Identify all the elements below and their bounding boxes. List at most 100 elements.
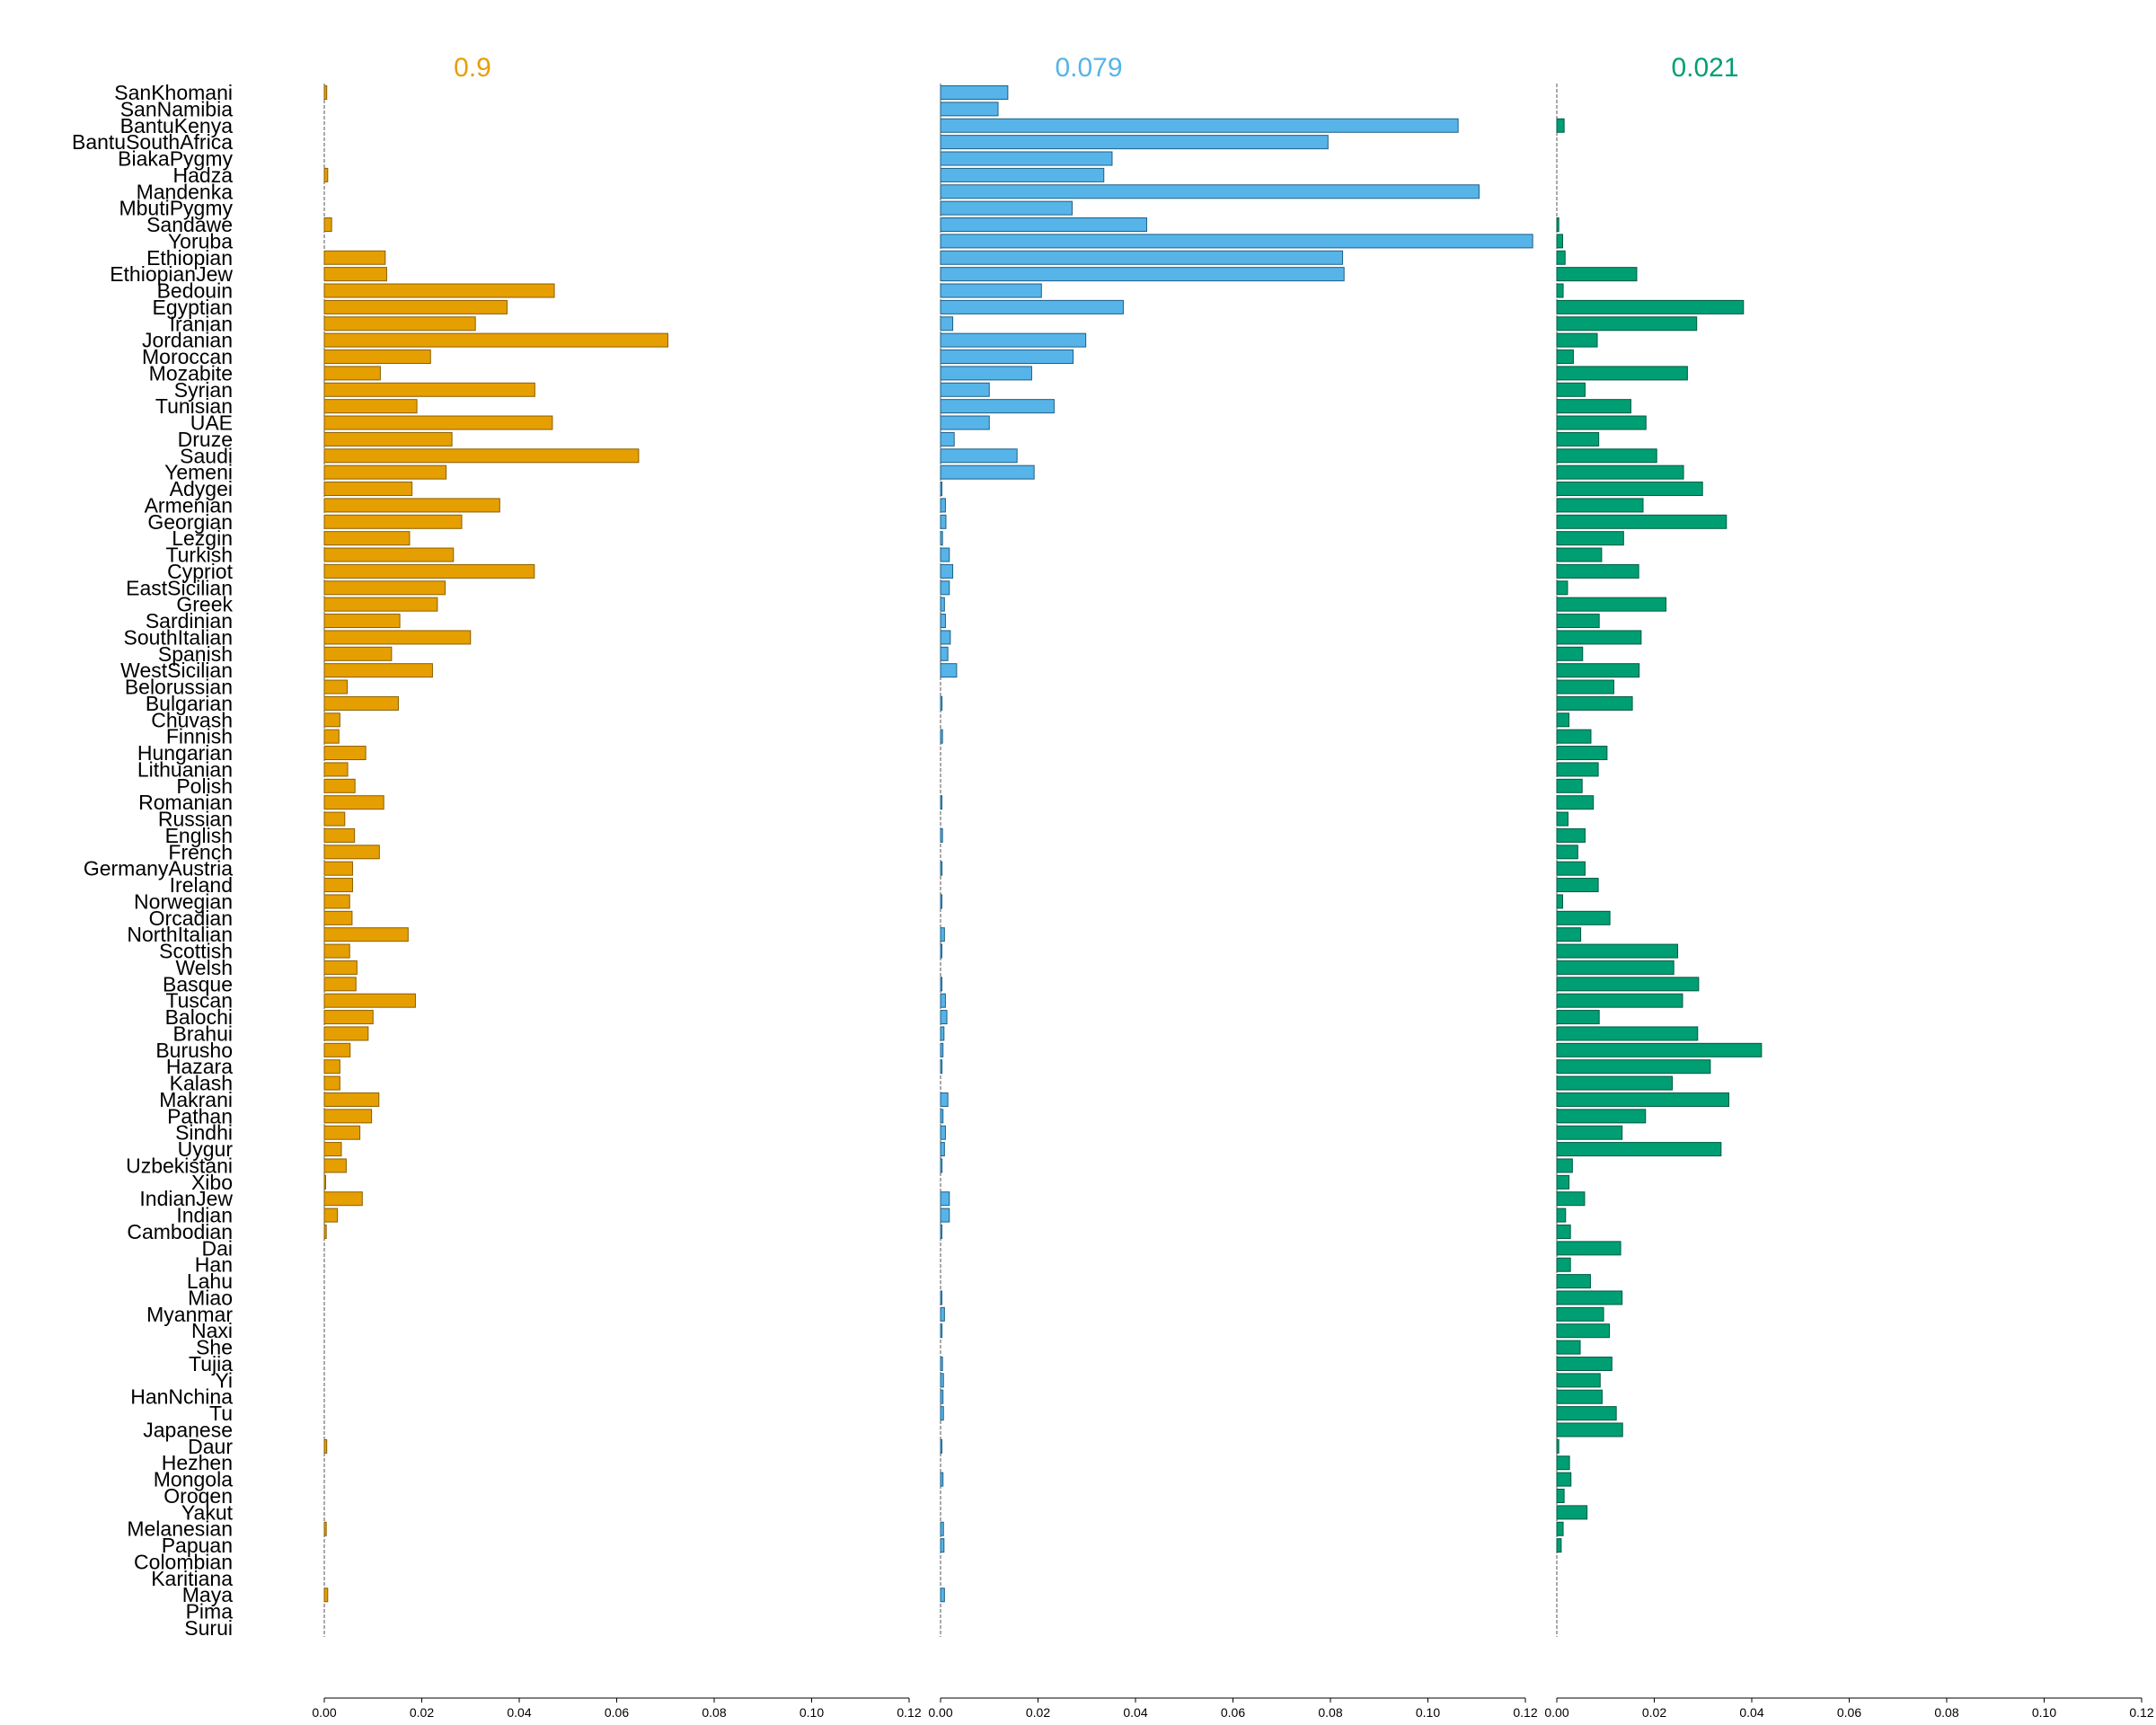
bar [1556,878,1599,893]
x-tick-label: 0.04 [1739,1705,1763,1720]
bar [1556,1257,1571,1272]
bar [940,1224,942,1239]
bar [323,415,553,430]
bar [1556,366,1688,381]
bar [1556,1042,1763,1057]
population-label: Syrian [174,378,233,402]
bar [1556,1290,1623,1305]
bar [1556,1208,1567,1223]
bar [940,464,1035,480]
population-label: BantuKenya [120,114,234,137]
population-label: Oroqen [163,1484,233,1508]
bar [323,316,476,332]
population-label: Hezhen [162,1451,233,1474]
population-label: Indian [176,1204,233,1227]
population-label: Miao [188,1286,233,1309]
bar [323,217,332,233]
bar [1556,695,1633,711]
population-label: Naxi [191,1319,233,1342]
x-tick-label: 0.12 [2129,1705,2153,1720]
population-label: Xibo [191,1171,233,1194]
bar [1556,1224,1571,1239]
bar [1556,646,1584,661]
population-label: IndianJew [139,1187,233,1210]
bar [323,614,401,629]
bar [940,646,949,661]
bar [1556,431,1600,447]
population-label: Ethiopian [146,246,233,270]
bar [323,1208,339,1223]
bar [940,217,1147,233]
bar [323,1158,347,1173]
bar [323,827,356,843]
population-label: Daur [188,1435,233,1458]
bar [1556,1125,1623,1140]
bar [1556,299,1745,314]
population-label: Tu [209,1402,233,1425]
bar [940,382,990,397]
bar [940,1356,943,1371]
bar [940,1125,946,1140]
population-label: Bulgarian [146,692,233,715]
bar [1556,1455,1570,1471]
bar [323,1588,329,1603]
bar [940,482,942,497]
bar [940,151,1113,166]
bar [323,977,357,992]
bar [323,993,416,1008]
population-label: Pima [186,1600,234,1623]
population-label: Dai [201,1236,233,1260]
bar [1556,415,1647,430]
population-label: Iranian [170,312,233,335]
bar [940,1026,945,1041]
population-label: Balochi [165,1005,233,1029]
bar [323,845,380,860]
bar [323,960,358,975]
bar [940,167,1105,182]
population-label: Han [195,1253,233,1277]
panel-title: 0.9 [454,53,491,83]
bar [323,167,329,182]
bar [940,1521,944,1536]
bar [323,1438,328,1454]
x-tick-label: 0.02 [1642,1705,1666,1720]
population-label: Armenian [145,493,233,517]
bar [940,250,1344,265]
bar [1556,234,1564,249]
bar [323,795,384,810]
population-label: Orcadian [149,907,233,930]
bar [1556,283,1564,298]
bar [940,1092,949,1107]
bar [940,1389,944,1404]
bar [323,894,350,909]
bar [940,827,943,843]
bar [323,646,393,661]
population-label: Tujia [189,1352,233,1376]
bar [1556,1488,1565,1503]
x-tick-label: 0.10 [1416,1705,1440,1720]
bar [940,234,1533,249]
bar [1556,762,1599,777]
bar [323,927,409,942]
population-label: Jordanian [142,329,233,352]
bar [323,1042,351,1057]
bar [940,316,954,332]
bar [940,1306,945,1322]
bar [1556,1472,1572,1487]
bar [1556,1538,1562,1553]
population-label: Yemeni [164,461,233,484]
bar [323,663,433,678]
bar [1556,1306,1604,1322]
population-label: Hadza [173,164,234,187]
bar [1556,316,1698,332]
bar [1556,1323,1611,1339]
bar [323,1521,327,1536]
bar [1556,910,1611,925]
bar [1556,382,1586,397]
bar [1556,399,1631,414]
bar [323,267,387,282]
population-label: Uzbekistani [126,1154,233,1177]
population-label: Uygur [178,1137,234,1161]
bar [323,712,340,728]
population-label: Finnish [166,725,233,748]
